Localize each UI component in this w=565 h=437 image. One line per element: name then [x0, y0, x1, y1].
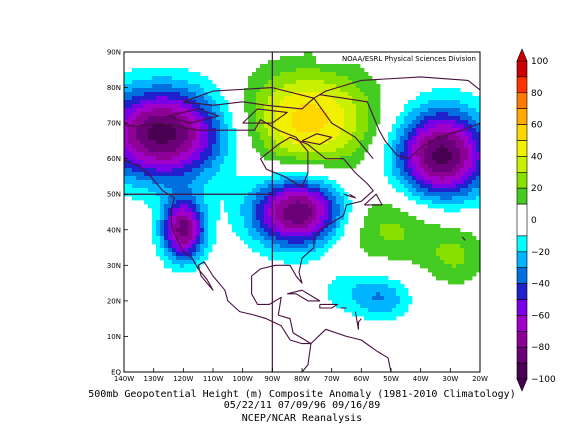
y-axis-ticks: EQ 10N 20N 30N 40N 50N 60N 70N 80N 90N: [107, 49, 128, 377]
caption-dataset: NCEP/NCAR Reanalysis: [242, 413, 362, 424]
coastline-12: [301, 133, 333, 145]
colorbar-swatch: [516, 140, 528, 157]
colorbar-swatch: [516, 299, 528, 316]
y-tick-label: 80N: [107, 84, 121, 92]
y-tick-label: 40N: [107, 226, 121, 234]
caption-dates: 05/22/11 07/09/96 09/16/89: [224, 400, 381, 411]
coastline-5: [319, 303, 339, 309]
colorbar-tick-label: 80: [531, 89, 543, 99]
colorbar-swatch: [516, 251, 528, 269]
colorbar-top-arrow: [516, 48, 528, 62]
credit-box: [316, 53, 479, 64]
y-tick-label: 70N: [107, 120, 121, 128]
x-tick-label: 120W: [173, 375, 193, 383]
coastline-11: [242, 108, 288, 124]
x-tick-label: 40W: [413, 375, 429, 383]
coastline-4: [287, 289, 321, 302]
colorbar-swatch: [516, 60, 528, 78]
colorbar-tick-label: 60: [531, 121, 543, 131]
colorbar: 100 80 60 40 20 0 −20 −40 −60 −80 −100: [516, 48, 556, 392]
y-tick-label: EQ: [111, 369, 121, 377]
coastline-2: [301, 343, 312, 372]
y-tick-label: 50N: [107, 191, 121, 199]
colorbar-swatch: [516, 76, 528, 94]
x-tick-label: 90W: [264, 375, 280, 383]
colorbar-swatch: [516, 92, 528, 110]
colorbar-tick-label: 100: [531, 57, 548, 67]
colorbar-swatch: [516, 172, 528, 189]
colorbar-swatch: [516, 362, 528, 380]
x-axis-ticks: 140W 130W 120W 110W 100W 90W 80W 70W 60W 50W 40W 30…: [114, 368, 488, 383]
colorbar-bottom-arrow: [516, 378, 528, 392]
colorbar-tick-label: 40: [531, 152, 543, 162]
x-tick-label: 70W: [324, 375, 340, 383]
y-tick-label: 20N: [107, 297, 121, 305]
colorbar-swatch: [516, 203, 528, 237]
coastline-overlay: [124, 76, 480, 372]
coastline-13: [354, 311, 362, 330]
y-tick-label: 60N: [107, 155, 121, 163]
x-tick-label: 140W: [114, 375, 134, 383]
colorbar-swatch: [516, 235, 528, 253]
coastline-10: [168, 108, 220, 124]
colorbar-tick-label: −40: [531, 280, 550, 290]
x-tick-label: 130W: [144, 375, 164, 383]
colorbar-swatch: [516, 108, 528, 125]
coastline-9: [182, 87, 315, 110]
x-tick-label: 30W: [442, 375, 458, 383]
coastline-1: [310, 328, 392, 372]
y-tick-label: 10N: [107, 333, 121, 341]
colorbar-swatch: [516, 283, 528, 300]
x-tick-label: 20W: [472, 375, 488, 383]
colorbar-swatch: [516, 315, 528, 332]
colorbar-swatch: [516, 267, 528, 284]
colorbar-tick-label: 0: [531, 216, 537, 226]
colorbar-swatch: [516, 346, 528, 364]
colorbar-tick-label: −60: [531, 311, 550, 321]
x-tick-label: 100W: [233, 375, 253, 383]
x-tick-label: 50W: [383, 375, 399, 383]
coastline-3: [313, 76, 480, 160]
colorbar-swatch: [516, 187, 528, 205]
colorbar-swatch: [516, 156, 528, 173]
x-tick-label: 110W: [203, 375, 223, 383]
colorbar-tick-label: −80: [531, 343, 550, 353]
crosshair-lines: [124, 52, 273, 372]
caption-title: 500mb Geopotential Height (m) Composite …: [88, 389, 515, 400]
coastline-8: [363, 193, 383, 206]
y-tick-label: 30N: [107, 262, 121, 270]
colorbar-swatch: [516, 330, 528, 348]
x-tick-label: 60W: [353, 375, 369, 383]
coastline-15: [461, 236, 466, 241]
colorbar-tick-label: −100: [531, 375, 556, 385]
credit-label: NOAA/ESRL Physical Sciences Division: [342, 55, 476, 63]
coastline-7: [343, 193, 356, 199]
colorbar-swatch: [516, 124, 528, 141]
coastline-0: [124, 119, 374, 345]
x-tick-label: 80W: [294, 375, 310, 383]
colorbar-tick-label: −20: [531, 248, 550, 258]
colorbar-tick-label: 20: [531, 184, 543, 194]
y-tick-label: 90N: [107, 49, 121, 57]
